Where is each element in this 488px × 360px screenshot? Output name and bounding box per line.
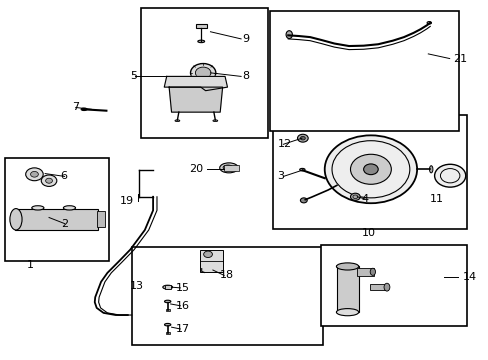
Ellipse shape [369,268,375,275]
Circle shape [350,193,360,201]
Text: 18: 18 [220,270,234,280]
Ellipse shape [198,40,204,42]
Circle shape [300,136,305,140]
Ellipse shape [164,300,170,303]
Circle shape [41,175,57,186]
Circle shape [190,64,215,82]
Circle shape [434,164,465,187]
Text: 10: 10 [361,228,375,238]
Bar [5,158,109,261]
Text: 4: 4 [361,194,367,204]
Ellipse shape [175,120,180,122]
Ellipse shape [383,283,389,291]
Ellipse shape [336,263,358,270]
Ellipse shape [299,168,305,171]
Text: 19: 19 [119,197,133,206]
Circle shape [350,154,390,184]
Circle shape [203,251,212,257]
Text: 9: 9 [242,34,249,44]
Ellipse shape [428,166,432,173]
Ellipse shape [163,285,172,289]
Text: 2: 2 [61,219,68,229]
Text: 11: 11 [428,194,443,203]
Text: 21: 21 [453,54,467,64]
Circle shape [195,67,210,78]
Bar [321,245,466,326]
Ellipse shape [223,165,232,170]
Circle shape [45,178,52,183]
Ellipse shape [164,323,170,326]
Bar [272,115,466,229]
Text: 3: 3 [277,171,284,181]
Bar [15,208,98,230]
Bar [196,23,206,28]
Bar [164,285,170,289]
Bar [97,211,105,227]
Ellipse shape [285,31,292,39]
Text: 15: 15 [175,283,189,293]
Bar [224,165,238,171]
Ellipse shape [426,22,430,24]
Circle shape [324,135,416,203]
Text: 12: 12 [277,139,291,149]
Text: 16: 16 [175,301,189,311]
Circle shape [297,134,307,142]
Bar [270,12,458,131]
Ellipse shape [10,208,22,230]
Circle shape [363,164,377,175]
Text: 5: 5 [130,71,137,81]
Ellipse shape [336,309,358,316]
Polygon shape [169,87,222,112]
Ellipse shape [32,206,44,210]
Bar [141,8,267,138]
Ellipse shape [63,206,75,210]
Text: 6: 6 [61,171,67,181]
Circle shape [300,198,306,203]
Text: 17: 17 [175,324,189,334]
Ellipse shape [212,120,217,122]
Text: 1: 1 [27,260,34,270]
Bar [357,268,373,276]
Bar [131,247,323,345]
Bar [200,250,223,272]
Bar [165,309,169,311]
Bar [369,284,387,290]
Text: 8: 8 [242,71,249,81]
Circle shape [26,168,43,181]
Bar [336,266,358,312]
Ellipse shape [81,108,87,111]
Circle shape [30,171,38,177]
Text: 20: 20 [189,164,203,174]
Text: 7: 7 [72,103,79,112]
Polygon shape [164,76,227,91]
Bar [165,332,169,334]
Text: 13: 13 [130,281,143,291]
Text: 14: 14 [462,272,476,282]
Ellipse shape [219,163,238,173]
